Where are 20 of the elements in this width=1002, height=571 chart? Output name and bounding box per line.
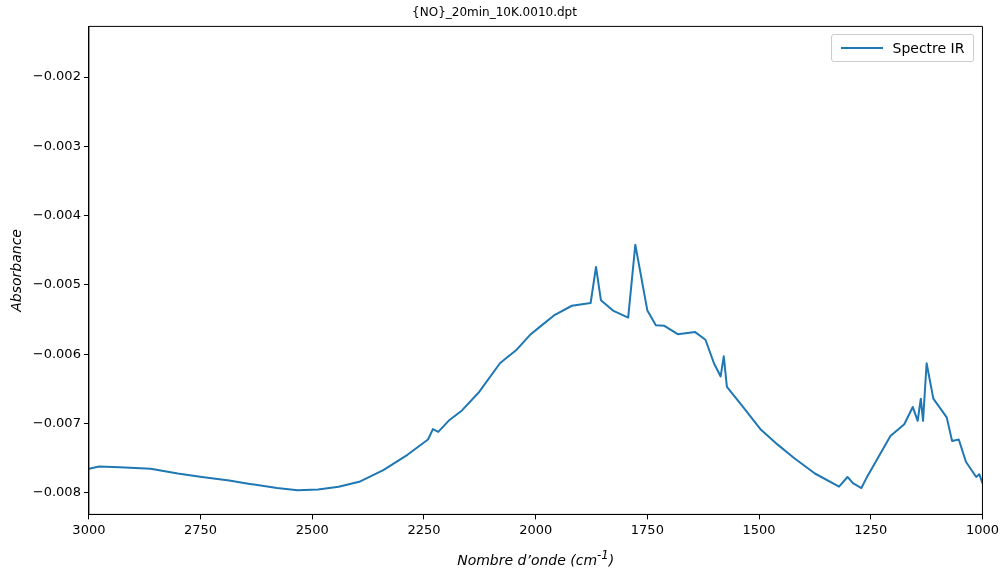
x-tick-label: 3000 bbox=[72, 521, 106, 537]
x-tick-label: 1500 bbox=[742, 521, 776, 537]
y-tick-label: −0.006 bbox=[32, 345, 81, 361]
x-tick-label: 1000 bbox=[965, 521, 999, 537]
chart-title: {NO}_20min_10K.0010.dpt bbox=[412, 5, 578, 20]
y-tick-label: −0.005 bbox=[32, 276, 81, 292]
x-tick-label: 2500 bbox=[295, 521, 329, 537]
y-tick-label: −0.007 bbox=[32, 414, 81, 430]
x-tick-label: 1250 bbox=[854, 521, 888, 537]
x-tick-label: 2750 bbox=[184, 521, 218, 537]
x-axis-title: Nombre d’onde (cm$^{-1}$) bbox=[456, 548, 616, 568]
x-tick-label: 2000 bbox=[519, 521, 553, 537]
y-tick-label: −0.004 bbox=[32, 207, 81, 223]
y-tick-label: −0.002 bbox=[32, 68, 81, 84]
x-tick-label: 1750 bbox=[630, 521, 664, 537]
y-tick-label: −0.008 bbox=[32, 484, 81, 500]
y-tick-label: −0.003 bbox=[32, 137, 81, 153]
y-axis-title: Absorbance bbox=[8, 229, 25, 313]
x-tick-label: 2250 bbox=[407, 521, 441, 537]
legend-label: Spectre IR bbox=[892, 40, 965, 57]
